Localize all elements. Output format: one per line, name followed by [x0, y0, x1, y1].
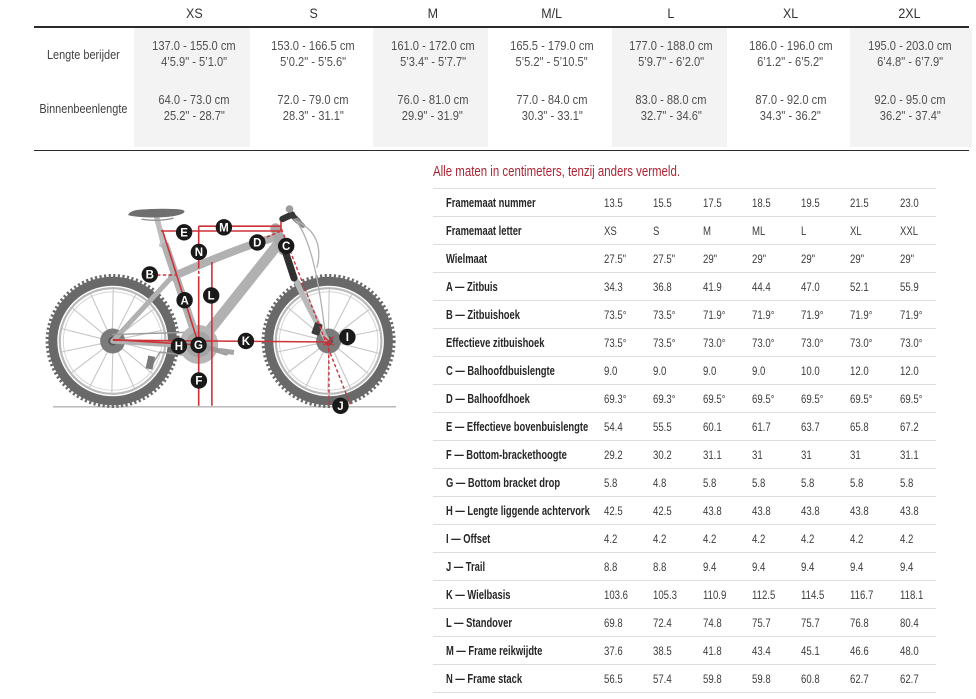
svg-text:B: B	[146, 270, 154, 282]
svg-text:C: C	[282, 241, 290, 253]
svg-text:A: A	[180, 295, 188, 307]
svg-text:M: M	[219, 222, 229, 234]
svg-text:I: I	[346, 332, 349, 344]
svg-text:J: J	[337, 401, 343, 413]
svg-text:E: E	[180, 227, 188, 239]
svg-text:N: N	[195, 247, 203, 259]
svg-text:L: L	[208, 291, 215, 303]
svg-text:K: K	[242, 336, 251, 348]
svg-text:G: G	[194, 340, 203, 352]
svg-text:H: H	[175, 341, 183, 353]
svg-text:D: D	[253, 238, 261, 250]
svg-text:F: F	[195, 376, 202, 388]
